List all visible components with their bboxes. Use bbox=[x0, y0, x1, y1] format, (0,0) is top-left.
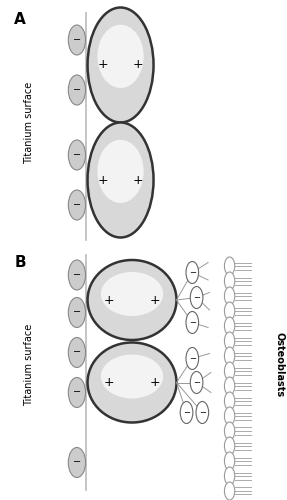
Text: +: + bbox=[98, 58, 109, 71]
Circle shape bbox=[224, 272, 235, 290]
Text: B: B bbox=[14, 255, 26, 270]
Text: −: − bbox=[73, 150, 81, 160]
Circle shape bbox=[196, 402, 209, 423]
Circle shape bbox=[186, 262, 199, 283]
Circle shape bbox=[68, 338, 86, 368]
Text: −: − bbox=[193, 293, 200, 302]
Text: Titanium surface: Titanium surface bbox=[24, 324, 34, 406]
Text: −: − bbox=[193, 378, 200, 387]
Circle shape bbox=[224, 362, 235, 380]
Ellipse shape bbox=[88, 122, 154, 238]
Circle shape bbox=[224, 317, 235, 335]
Circle shape bbox=[224, 392, 235, 410]
Text: −: − bbox=[73, 35, 81, 45]
Text: +: + bbox=[98, 174, 109, 186]
Text: −: − bbox=[189, 268, 196, 277]
Circle shape bbox=[224, 482, 235, 500]
Circle shape bbox=[224, 302, 235, 320]
Circle shape bbox=[224, 257, 235, 275]
Circle shape bbox=[68, 140, 86, 170]
Circle shape bbox=[224, 437, 235, 455]
Text: −: − bbox=[73, 270, 81, 280]
Circle shape bbox=[180, 402, 193, 423]
Circle shape bbox=[68, 448, 86, 478]
Text: +: + bbox=[132, 58, 143, 71]
Circle shape bbox=[224, 347, 235, 365]
Circle shape bbox=[224, 377, 235, 395]
Text: +: + bbox=[150, 376, 160, 389]
Ellipse shape bbox=[97, 140, 144, 203]
Ellipse shape bbox=[101, 354, 163, 399]
Text: −: − bbox=[189, 354, 196, 363]
Text: +: + bbox=[150, 294, 160, 306]
Circle shape bbox=[224, 332, 235, 350]
Text: +: + bbox=[104, 294, 114, 306]
Text: −: − bbox=[73, 458, 81, 468]
Text: −: − bbox=[199, 408, 206, 417]
Text: Titanium surface: Titanium surface bbox=[24, 82, 34, 164]
Circle shape bbox=[186, 348, 199, 370]
Text: A: A bbox=[14, 12, 26, 28]
Text: +: + bbox=[104, 376, 114, 389]
Text: −: − bbox=[73, 348, 81, 358]
Text: −: − bbox=[73, 200, 81, 210]
Circle shape bbox=[68, 378, 86, 408]
Ellipse shape bbox=[88, 260, 177, 340]
Circle shape bbox=[224, 407, 235, 425]
Circle shape bbox=[190, 286, 203, 308]
Text: −: − bbox=[189, 318, 196, 327]
Circle shape bbox=[190, 372, 203, 394]
Text: −: − bbox=[73, 388, 81, 398]
Circle shape bbox=[68, 75, 86, 105]
Circle shape bbox=[68, 190, 86, 220]
Circle shape bbox=[224, 422, 235, 440]
Ellipse shape bbox=[88, 8, 154, 122]
Circle shape bbox=[68, 25, 86, 55]
Circle shape bbox=[224, 467, 235, 485]
Ellipse shape bbox=[101, 272, 163, 316]
Circle shape bbox=[186, 312, 199, 334]
Text: −: − bbox=[73, 85, 81, 95]
Text: Osteoblasts: Osteoblasts bbox=[275, 332, 285, 398]
Text: −: − bbox=[183, 408, 190, 417]
Text: +: + bbox=[132, 174, 143, 186]
Ellipse shape bbox=[97, 24, 144, 88]
Circle shape bbox=[224, 452, 235, 470]
Ellipse shape bbox=[88, 342, 177, 422]
Circle shape bbox=[224, 287, 235, 305]
Circle shape bbox=[68, 298, 86, 328]
Text: −: − bbox=[73, 308, 81, 318]
Circle shape bbox=[68, 260, 86, 290]
